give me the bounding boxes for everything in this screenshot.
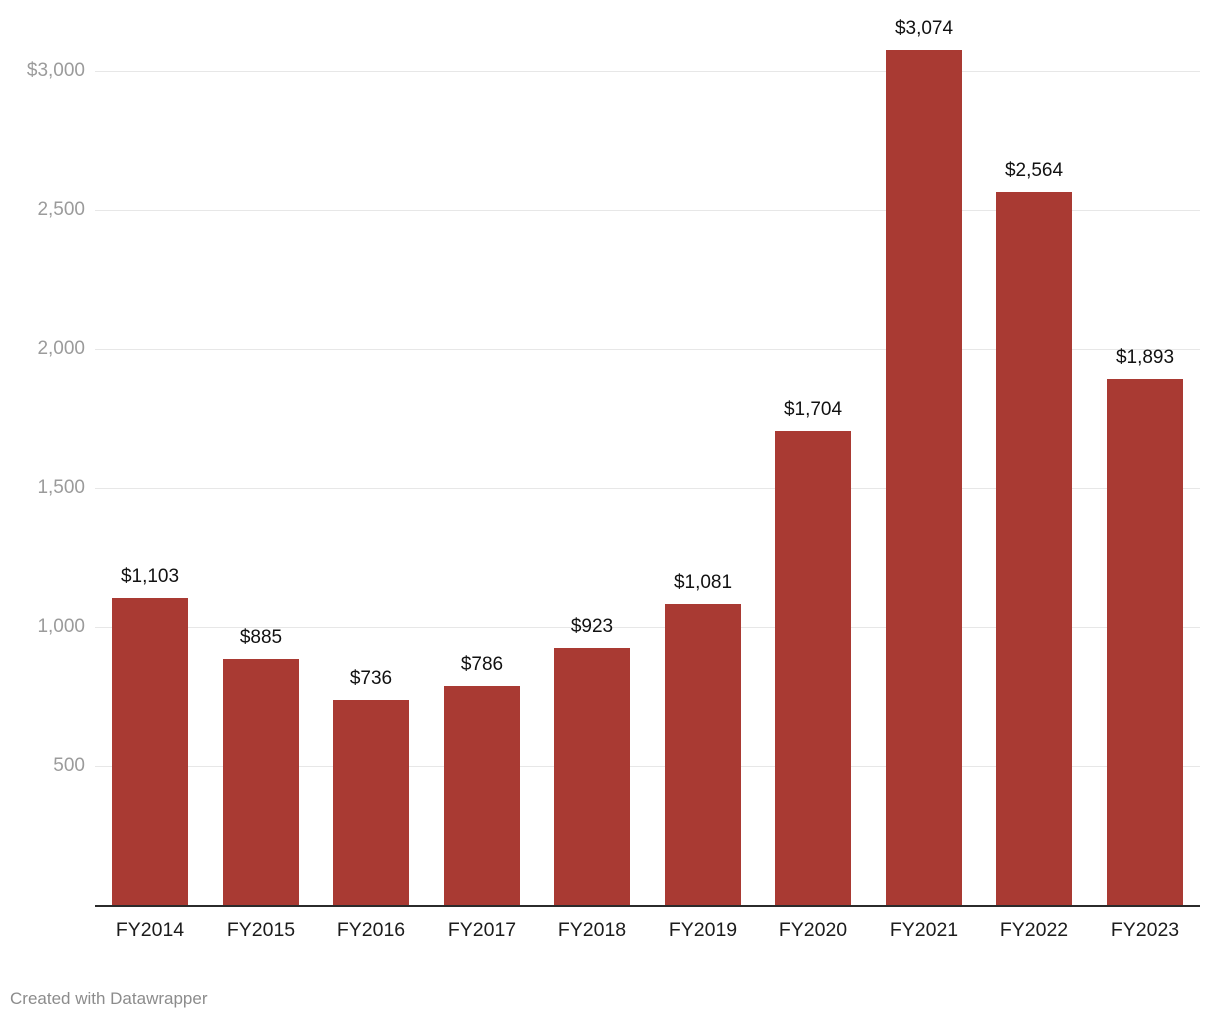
bar-value-label: $786 [460,654,504,675]
gridline-1000 [95,627,1200,628]
x-tick-label: FY2022 [999,919,1069,941]
bar-FY2021[interactable] [886,50,962,905]
bar-FY2017[interactable] [444,686,520,905]
bar-FY2015[interactable] [223,659,299,905]
x-tick-label: FY2019 [668,919,738,941]
gridline-1500 [95,488,1200,489]
x-tick-label: FY2015 [226,919,296,941]
bar-FY2019[interactable] [665,604,741,905]
bar-value-label: $3,074 [894,18,954,39]
x-tick-label: FY2017 [447,919,517,941]
bar-value-label: $2,564 [1004,160,1064,181]
y-tick-label: 2,000 [37,338,85,359]
bar-FY2020[interactable] [775,431,851,905]
bar-value-label: $1,103 [120,566,180,587]
x-axis-line [95,905,1200,907]
bar-FY2023[interactable] [1107,379,1183,905]
gridline-500 [95,766,1200,767]
bar-value-label: $1,893 [1115,347,1175,368]
bar-FY2014[interactable] [112,598,188,905]
y-tick-label: 2,500 [37,199,85,220]
x-tick-label: FY2014 [115,919,185,941]
gridline-2000 [95,349,1200,350]
bar-value-label: $1,081 [673,572,733,593]
x-tick-label: FY2021 [889,919,959,941]
bar-FY2016[interactable] [333,700,409,905]
gridline-2500 [95,210,1200,211]
bar-value-label: $1,704 [783,399,843,420]
bar-FY2022[interactable] [996,192,1072,905]
x-tick-label: FY2016 [336,919,406,941]
x-tick-label: FY2020 [778,919,848,941]
bar-value-label: $923 [570,616,614,637]
bar-value-label: $736 [349,668,393,689]
datawrapper-credit: Created with Datawrapper [10,989,208,1008]
gridline-3000 [95,71,1200,72]
y-tick-label: 1,500 [37,477,85,498]
x-tick-label: FY2018 [557,919,627,941]
y-tick-label: 500 [53,755,85,776]
y-tick-label: 1,000 [37,616,85,637]
bar-value-label: $885 [239,627,283,648]
x-tick-label: FY2023 [1110,919,1180,941]
y-tick-label: $3,000 [26,60,85,81]
bar-FY2018[interactable] [554,648,630,905]
